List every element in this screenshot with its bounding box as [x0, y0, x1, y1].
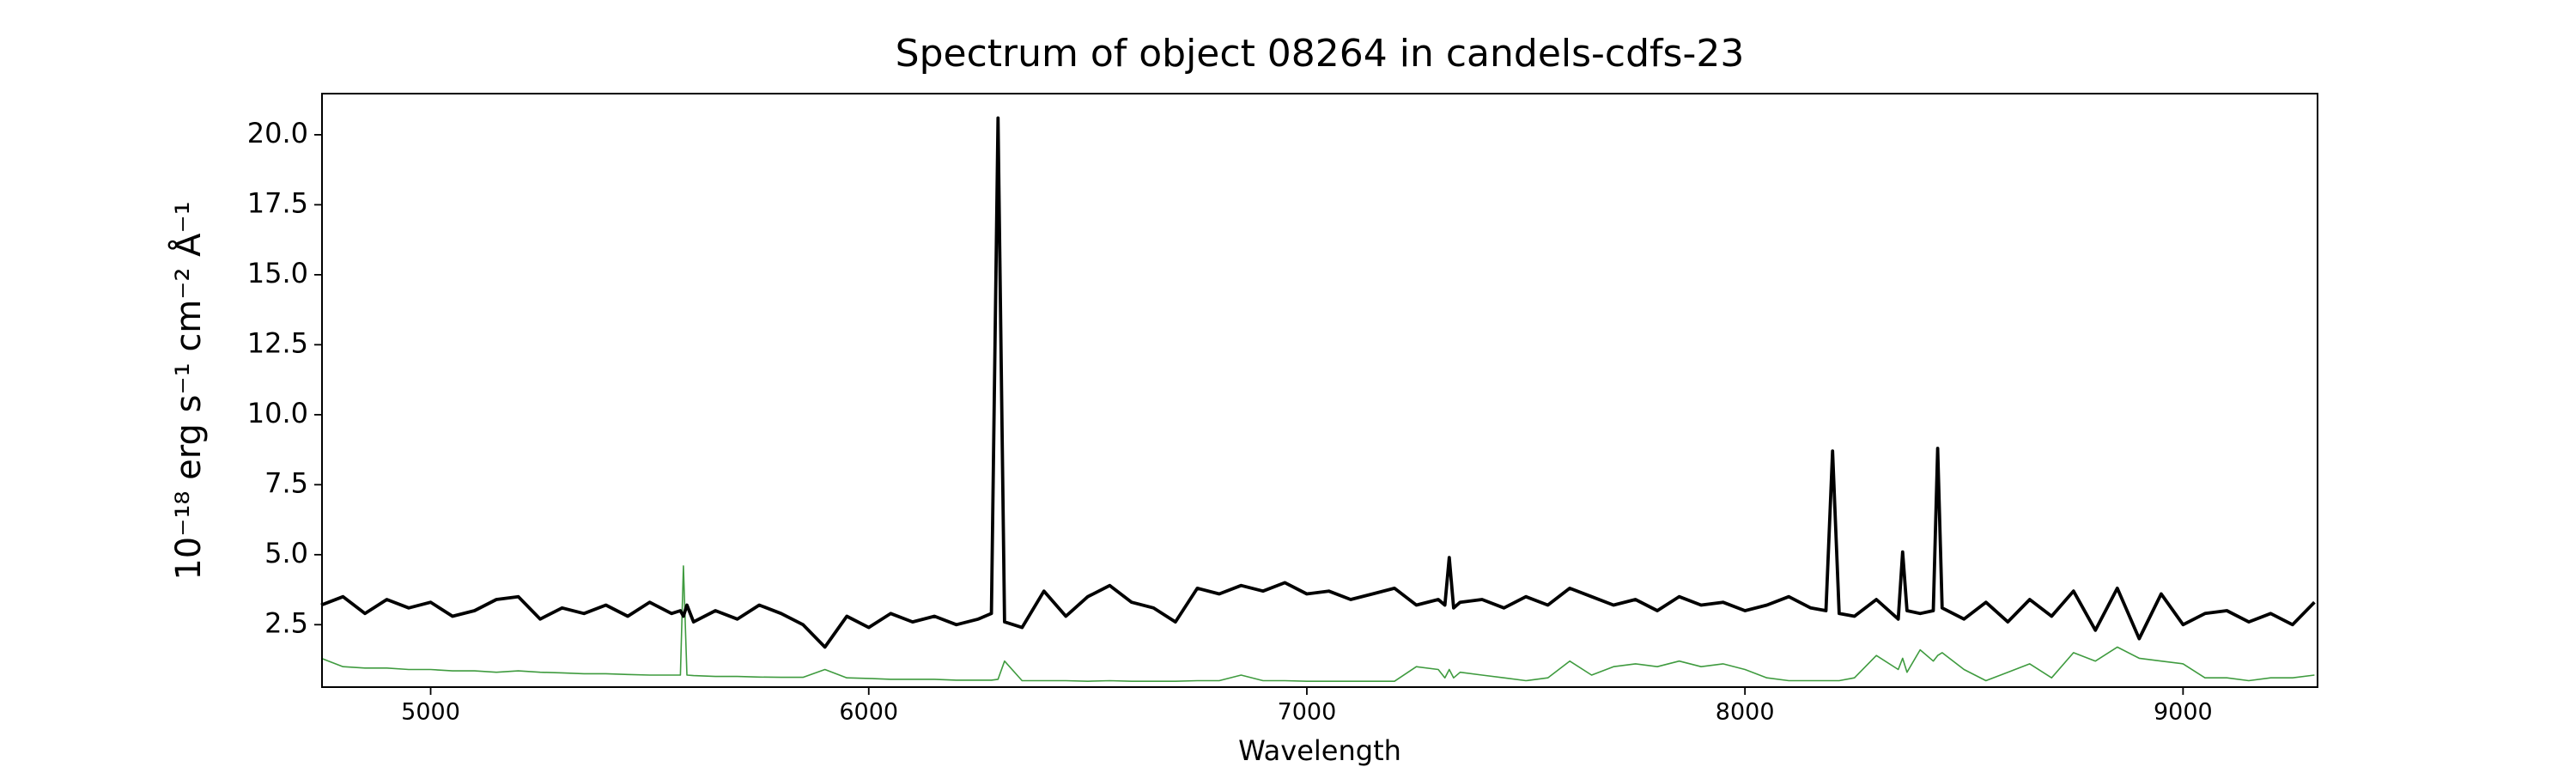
x-tick-label: 5000 — [401, 699, 460, 726]
y-tick-label: 10.0 — [247, 397, 308, 429]
y-tick-label: 2.5 — [264, 606, 308, 639]
x-tick-label: 6000 — [839, 699, 898, 726]
y-tick-label: 5.0 — [264, 537, 308, 569]
x-tick-label: 7000 — [1278, 699, 1337, 726]
x-axis-label: Wavelength — [1238, 734, 1401, 767]
y-tick-label: 15.0 — [247, 257, 308, 289]
spectrum-line — [320, 116, 2316, 649]
x-tick-label: 9000 — [2154, 699, 2213, 726]
spectrum-line — [320, 565, 2315, 682]
plot-frame — [321, 93, 2318, 688]
x-tick-label: 8000 — [1716, 699, 1775, 726]
chart-title: Spectrum of object 08264 in candels-cdfs… — [896, 32, 1745, 76]
y-tick-label: 7.5 — [264, 466, 308, 499]
y-tick-label: 20.0 — [247, 117, 308, 149]
y-tick-label: 12.5 — [247, 326, 308, 359]
y-tick-label: 17.5 — [247, 186, 308, 219]
y-axis-label: 10⁻¹⁸ erg s⁻¹ cm⁻² Å⁻¹ — [167, 201, 209, 580]
